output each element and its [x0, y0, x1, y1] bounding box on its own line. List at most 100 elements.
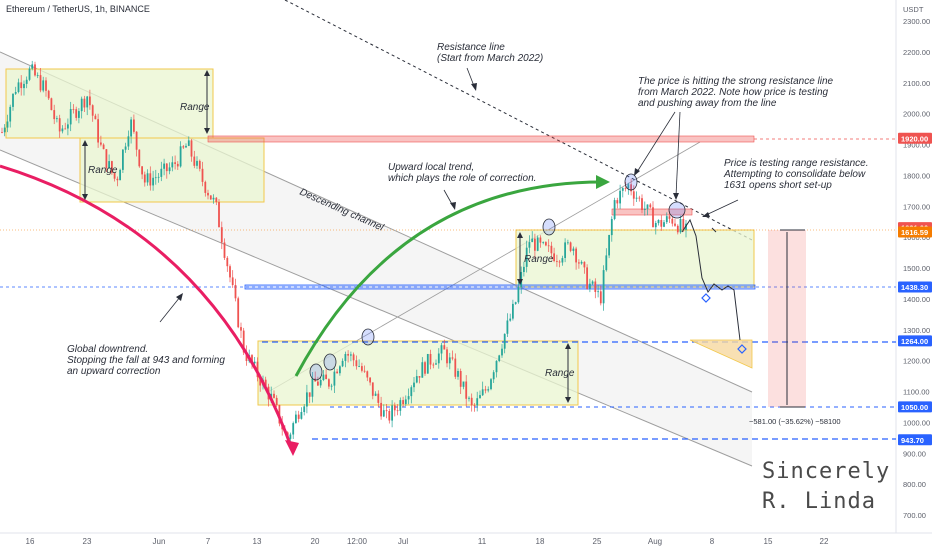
candle [358, 359, 360, 368]
candle [231, 270, 234, 288]
x-tick-label: 22 [820, 537, 829, 546]
candle [319, 377, 322, 388]
candle [556, 254, 558, 267]
candle [237, 296, 240, 329]
candle [234, 278, 237, 302]
candle [424, 360, 426, 376]
candle [89, 89, 91, 110]
candle [385, 404, 388, 419]
candle [168, 162, 171, 175]
annotation-resistance: Resistance line (Start from March 2022) [437, 42, 543, 64]
signature-line-1: Sincerely [762, 459, 890, 484]
candle [407, 388, 410, 405]
candle [212, 194, 215, 204]
candle [23, 80, 25, 96]
candle [171, 156, 174, 172]
candle [391, 400, 393, 428]
candle [679, 215, 682, 234]
candle [86, 95, 89, 116]
candle [465, 375, 468, 407]
candle [295, 410, 297, 424]
candle [459, 368, 462, 394]
x-tick-label: 8 [710, 537, 715, 546]
candle [564, 238, 566, 263]
candle [514, 301, 517, 305]
x-tick-label: 11 [478, 537, 487, 546]
candle [547, 239, 550, 252]
candle [534, 233, 536, 259]
candle [594, 278, 597, 299]
candle [91, 104, 94, 122]
candle [432, 362, 435, 369]
candle [487, 386, 490, 393]
y-tick-label: 1100.00 [903, 388, 930, 397]
candle [97, 113, 99, 148]
candle [339, 365, 341, 376]
candle [599, 285, 602, 306]
candle [605, 248, 608, 272]
candle [404, 395, 407, 406]
x-tick-label: 16 [26, 537, 35, 546]
candle [223, 238, 226, 260]
y-tick-label: 2200.00 [903, 48, 930, 57]
candle [476, 391, 479, 412]
measure-label: −581.00 (−35.62%) −58100 [749, 417, 841, 426]
candle [113, 172, 116, 182]
candle [215, 197, 218, 206]
candle [660, 215, 663, 231]
candle [613, 197, 616, 221]
candle [674, 218, 676, 227]
candle [160, 161, 163, 182]
candle [569, 241, 572, 253]
candle [297, 410, 300, 423]
candle [64, 122, 67, 130]
candle [355, 355, 358, 370]
candle [179, 141, 182, 168]
candle [45, 77, 47, 97]
candle [665, 212, 668, 224]
range-label-2: Range [88, 165, 118, 176]
svg-text:1920.00: 1920.00 [901, 134, 928, 143]
candle [413, 377, 415, 393]
candle [42, 76, 45, 93]
signature-line-2: R. Linda [762, 489, 876, 514]
candle [201, 161, 204, 187]
x-axis-ticks: 16 23 Jun 7 13 20 12:00 Jul 11 18 25 Aug 8 15 22 [26, 537, 829, 546]
candle [542, 241, 545, 245]
svg-text:1264.00: 1264.00 [901, 337, 928, 346]
price-level-tags: 1920.001631.001616.591438.301264.001050.… [898, 132, 932, 446]
candle [124, 142, 127, 153]
candle [578, 259, 580, 269]
candle [36, 72, 39, 79]
candle [204, 180, 207, 197]
svg-text:1616.59: 1616.59 [901, 228, 928, 237]
candle [495, 360, 498, 378]
candle [105, 149, 108, 172]
touch-circle-4 [542, 218, 556, 236]
candle [473, 403, 476, 412]
candle [676, 224, 679, 235]
candle [111, 160, 113, 175]
candle [523, 261, 525, 277]
svg-text:1050.00: 1050.00 [901, 403, 928, 412]
candle [399, 397, 402, 416]
red-resistance-zone [207, 135, 755, 143]
candle [50, 97, 53, 111]
candle [119, 168, 121, 181]
svg-text:1438.30: 1438.30 [901, 283, 928, 292]
candle [78, 108, 80, 124]
candle [322, 370, 325, 382]
candle [28, 66, 31, 82]
candle [402, 396, 404, 408]
candle [429, 349, 432, 370]
candle [135, 131, 138, 157]
candle [157, 173, 160, 183]
price-tag: 1050.00 [898, 401, 932, 413]
red-range-zone [611, 208, 693, 216]
x-tick-label: Aug [648, 537, 662, 546]
candle [344, 351, 347, 368]
candle [440, 342, 443, 361]
candle [182, 145, 185, 149]
y-tick-label: 1400.00 [903, 295, 930, 304]
